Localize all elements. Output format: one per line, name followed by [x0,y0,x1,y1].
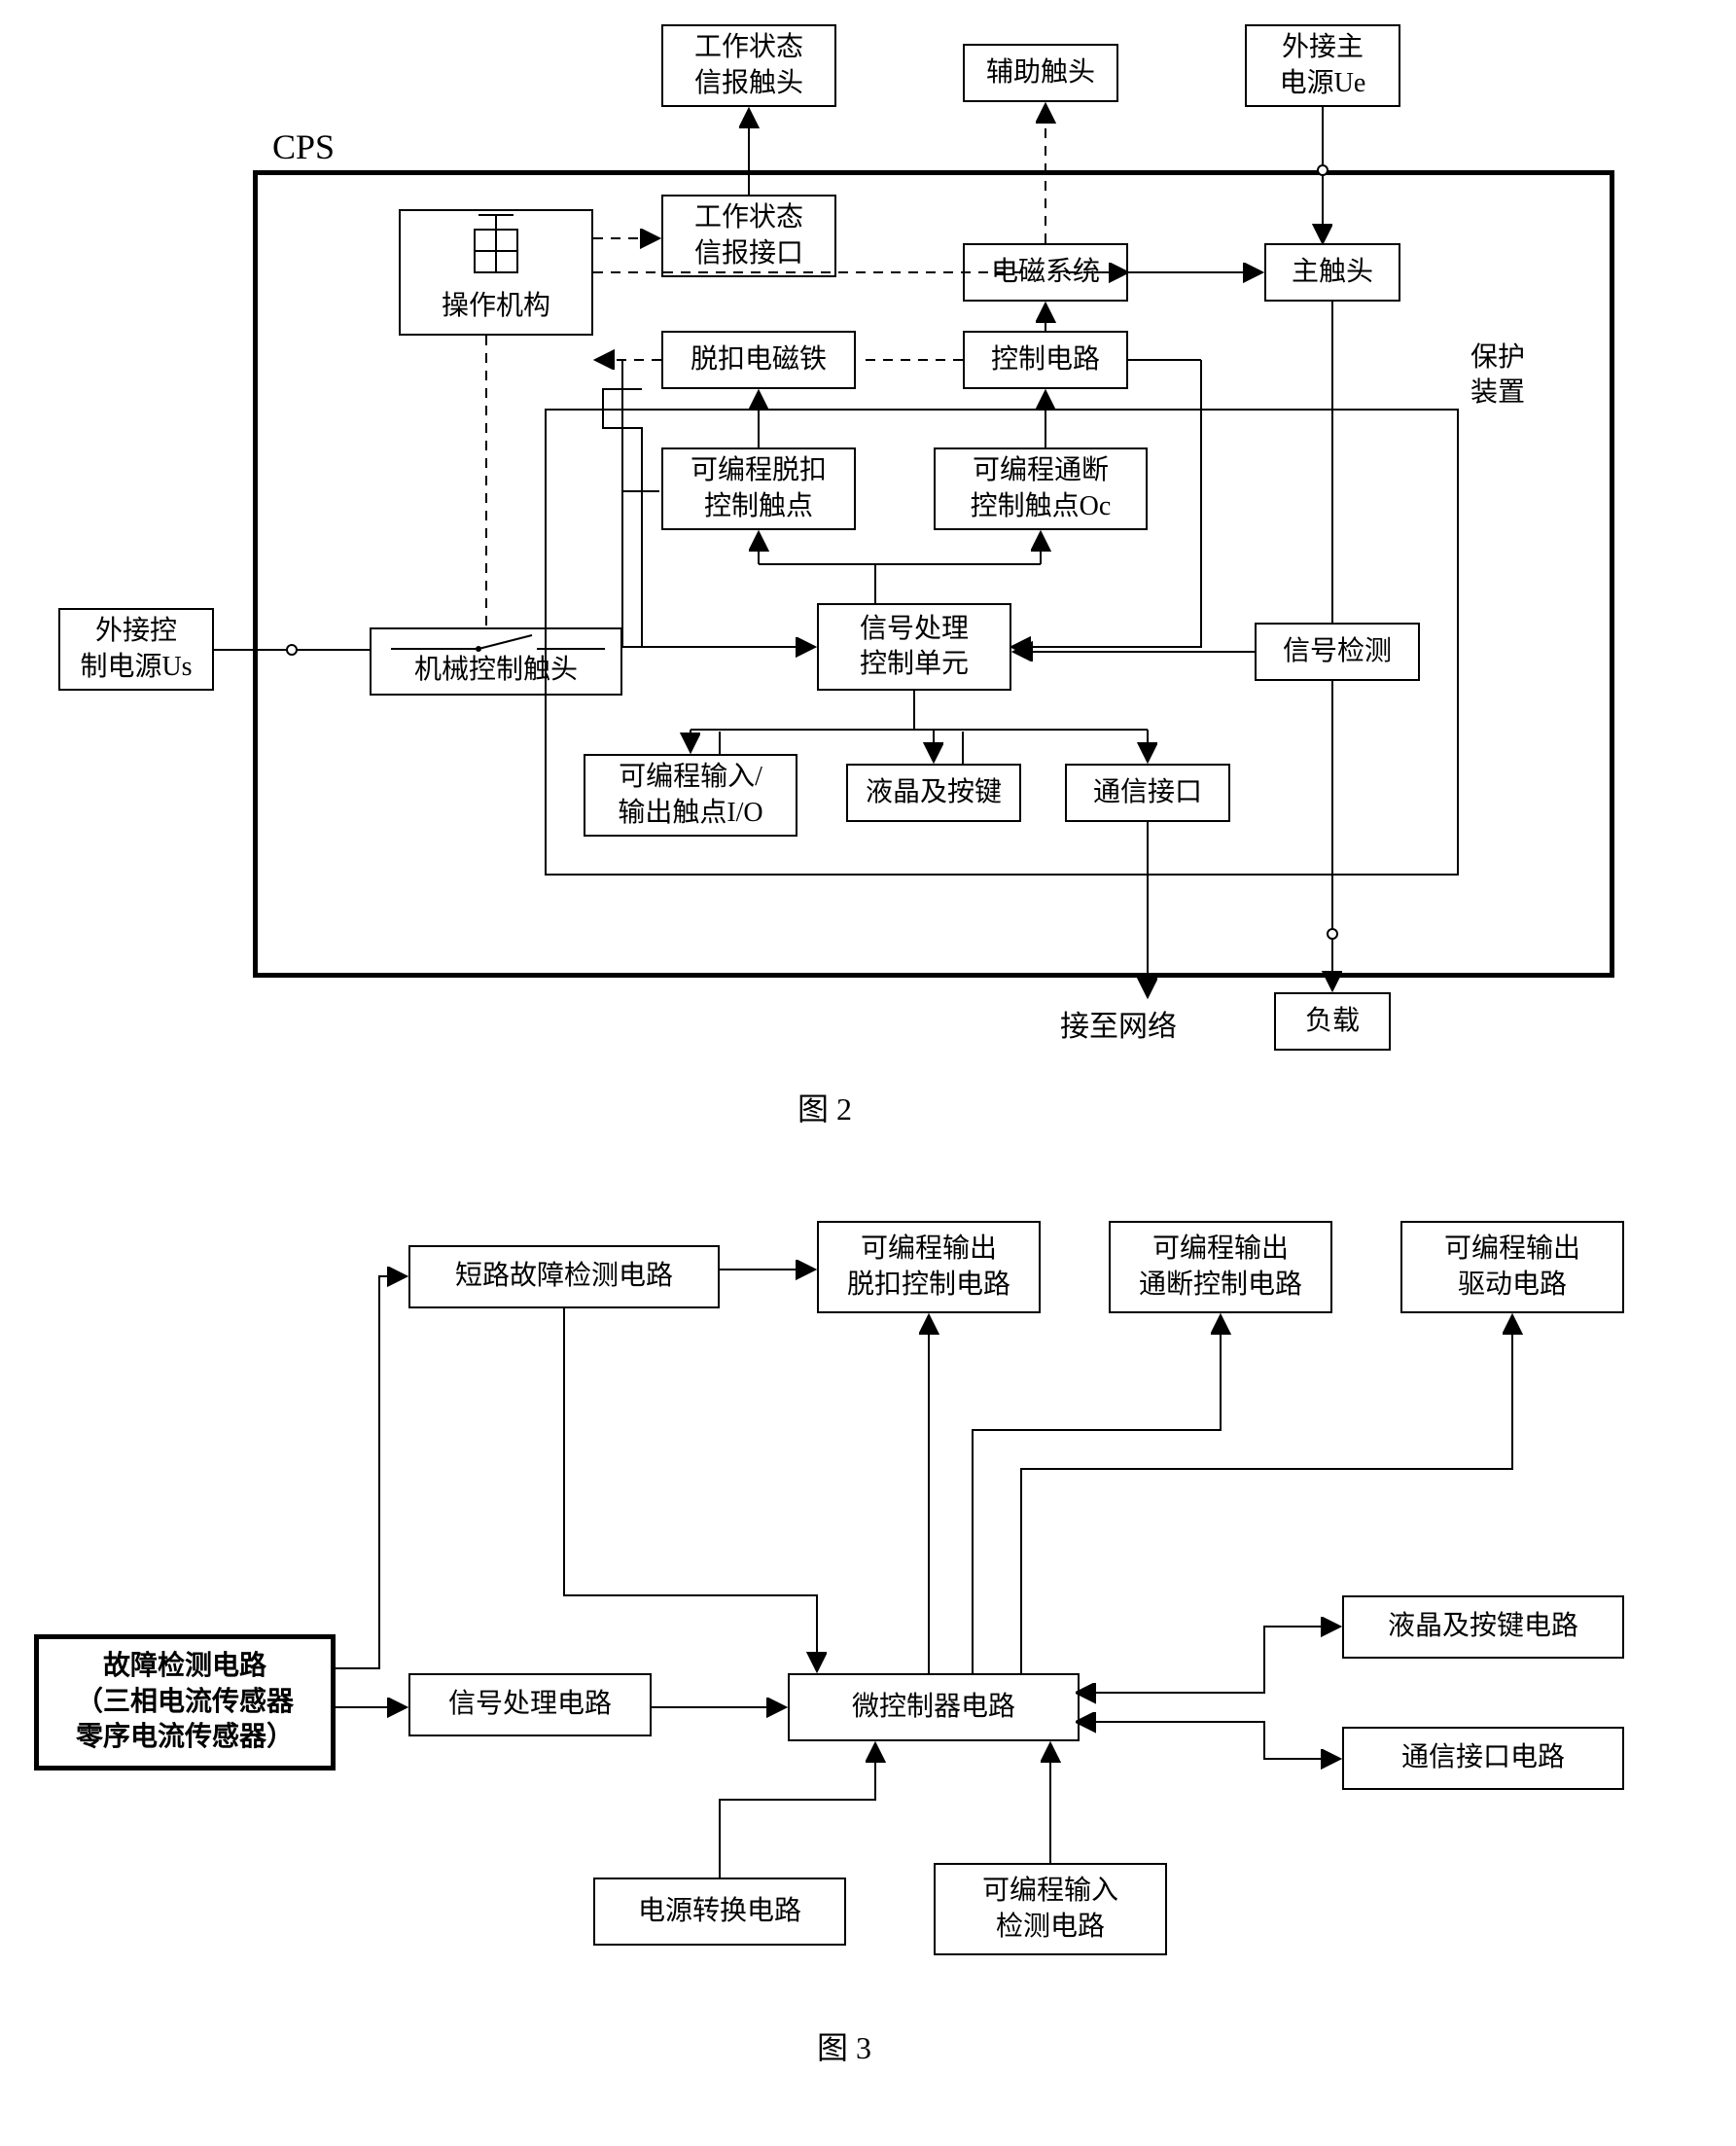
box-lcd-keys-3: 液晶及按键电路 [1342,1595,1624,1659]
box-work-status-contact: 工作状态 信报触头 [661,24,836,107]
box-short-fault: 短路故障检测电路 [408,1245,720,1308]
box-prog-out-onoff: 可编程输出 通断控制电路 [1109,1221,1332,1313]
op-mech-label: 操作机构 [401,289,591,324]
box-fault-detect: 故障检测电路 （三相电流传感器 零序电流传感器） [34,1634,336,1770]
box-sig-proc-3: 信号处理电路 [408,1673,652,1736]
box-load: 负载 [1274,992,1391,1051]
box-em-system: 电磁系统 [963,243,1128,302]
box-trip-em: 脱扣电磁铁 [661,331,856,389]
box-ctrl-circuit: 控制电路 [963,331,1128,389]
diagram3-caption: 图 3 [817,2023,871,2068]
box-power-conv: 电源转换电路 [593,1878,846,1946]
box-ext-ctrl-power: 外接控 制电源Us [58,608,214,691]
diagram-2: CPS 工作状态 信报触头 辅助触头 外接主 电源Ue 外接控 制电源Us 接至… [0,0,1736,1148]
label-to-network: 接至网络 [1060,1002,1177,1045]
box-prog-out-trip: 可编程输出 脱扣控制电路 [817,1221,1041,1313]
box-main-contact: 主触头 [1264,243,1400,302]
mech-symbol-icon [474,229,518,273]
box-mcu: 微控制器电路 [788,1673,1080,1741]
box-aux-contact: 辅助触头 [963,44,1118,102]
box-comm-if-3: 通信接口电路 [1342,1727,1624,1790]
box-prog-out-drive: 可编程输出 驱动电路 [1400,1221,1624,1313]
box-work-status-if: 工作状态 信报接口 [661,195,836,277]
diagram2-caption: 图 2 [797,1085,852,1129]
cps-title: CPS [272,126,335,167]
box-op-mech: 操作机构 [399,209,593,336]
box-prog-in-detect: 可编程输入 检测电路 [934,1863,1167,1955]
diagram-3: 故障检测电路 （三相电流传感器 零序电流传感器） 短路故障检测电路 信号处理电路… [0,1177,1736,2146]
box-ext-main-power: 外接主 电源Ue [1245,24,1400,107]
prot-device-label: 保护 装置 [1459,340,1537,411]
prot-device-frame [545,409,1459,876]
